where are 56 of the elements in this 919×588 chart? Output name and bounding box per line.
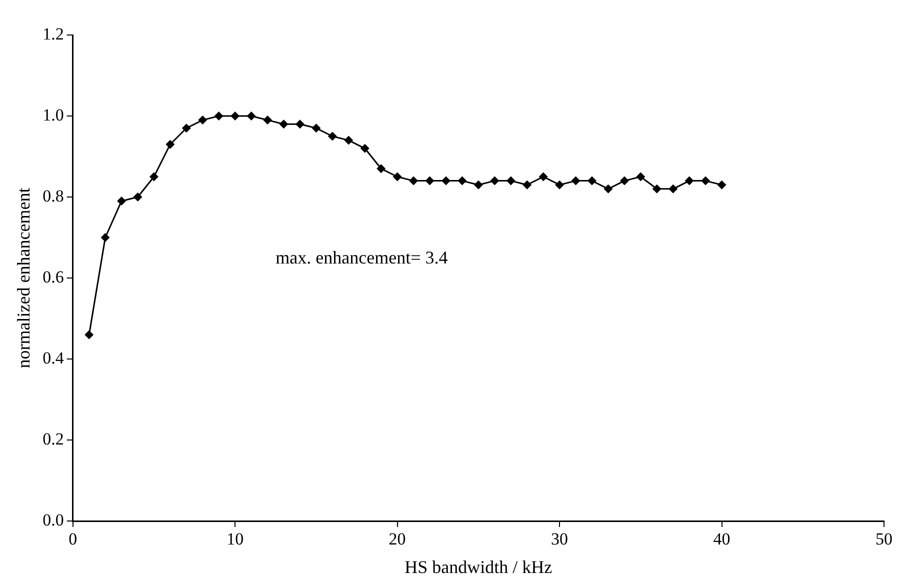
point xyxy=(652,184,662,194)
point xyxy=(701,176,710,186)
y-tick-label: 0.4 xyxy=(42,348,64,368)
x-tick-label: 50 xyxy=(876,530,892,549)
point xyxy=(409,176,418,186)
point xyxy=(149,172,158,182)
y-tick-label: 0.0 xyxy=(42,510,64,530)
x-axis-title: HS bandwidth / kHz xyxy=(404,556,552,577)
point xyxy=(133,192,142,202)
point xyxy=(230,112,240,120)
point xyxy=(84,330,94,340)
point xyxy=(458,176,467,186)
point xyxy=(246,112,256,120)
point xyxy=(263,116,272,125)
point xyxy=(668,184,678,194)
point xyxy=(522,180,532,190)
point xyxy=(425,176,434,186)
y-axis-title: normalized enhancement xyxy=(14,188,34,368)
point xyxy=(604,184,613,194)
point xyxy=(538,172,548,182)
point xyxy=(717,180,726,190)
point xyxy=(441,176,450,186)
point xyxy=(214,112,224,120)
point xyxy=(684,176,694,186)
point xyxy=(198,116,208,125)
y-tick-label: 0.2 xyxy=(42,429,64,448)
point xyxy=(295,120,304,129)
x-tick-label: 0 xyxy=(68,530,78,549)
point xyxy=(182,124,191,133)
y-tick-label: 0.8 xyxy=(42,186,64,206)
point xyxy=(392,172,402,182)
y-tick-label: 0.6 xyxy=(42,267,64,286)
point xyxy=(117,196,126,206)
point xyxy=(506,176,516,186)
x-tick-label: 30 xyxy=(551,530,568,549)
y-tick-label: 1.2 xyxy=(42,24,64,44)
y-tick-label: 1.0 xyxy=(42,105,64,124)
x-tick-label: 40 xyxy=(713,530,730,549)
point xyxy=(344,136,354,145)
point xyxy=(279,120,288,129)
point xyxy=(636,172,646,182)
point xyxy=(312,124,321,133)
point xyxy=(100,233,110,242)
point xyxy=(360,144,370,153)
x-tick-label: 20 xyxy=(388,530,406,549)
point xyxy=(620,176,629,186)
point xyxy=(490,176,500,186)
point xyxy=(587,176,596,186)
x-tick-label: 10 xyxy=(226,530,244,549)
point xyxy=(474,180,483,190)
point xyxy=(376,164,386,174)
point xyxy=(571,176,580,186)
annotation: max. enhancement= 3.4 xyxy=(276,247,448,268)
point xyxy=(166,140,175,149)
point xyxy=(328,132,337,141)
point xyxy=(555,180,564,190)
